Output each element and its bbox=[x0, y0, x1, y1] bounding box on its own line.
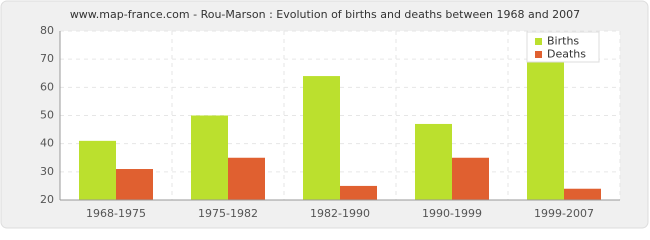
bar bbox=[564, 188, 601, 200]
x-tick-label: 1990-1999 bbox=[422, 207, 482, 220]
bar bbox=[228, 157, 265, 200]
y-tick-label: 80 bbox=[40, 24, 54, 37]
bar bbox=[79, 140, 116, 200]
bar bbox=[415, 123, 452, 200]
y-tick-label: 50 bbox=[40, 109, 54, 122]
chart: www.map-france.com - Rou-Marson : Evolut… bbox=[0, 0, 649, 229]
bar bbox=[452, 157, 489, 200]
y-tick-label: 20 bbox=[40, 193, 54, 206]
bar bbox=[116, 169, 153, 200]
y-tick-label: 70 bbox=[40, 52, 54, 65]
y-tick-label: 60 bbox=[40, 80, 54, 93]
legend-swatch bbox=[535, 51, 542, 58]
bar bbox=[191, 115, 228, 200]
bar bbox=[303, 76, 340, 200]
chart-title: www.map-france.com - Rou-Marson : Evolut… bbox=[70, 8, 580, 21]
x-tick-label: 1999-2007 bbox=[534, 207, 594, 220]
legend-swatch bbox=[535, 38, 542, 45]
legend-label: Births bbox=[547, 35, 579, 48]
bar bbox=[527, 36, 564, 201]
x-tick-label: 1975-1982 bbox=[198, 207, 258, 220]
x-tick-label: 1982-1990 bbox=[310, 207, 370, 220]
y-tick-label: 40 bbox=[40, 137, 54, 150]
x-tick-label: 1968-1975 bbox=[86, 207, 146, 220]
y-tick-label: 30 bbox=[40, 165, 54, 178]
bar bbox=[340, 185, 377, 200]
legend-label: Deaths bbox=[547, 48, 586, 61]
